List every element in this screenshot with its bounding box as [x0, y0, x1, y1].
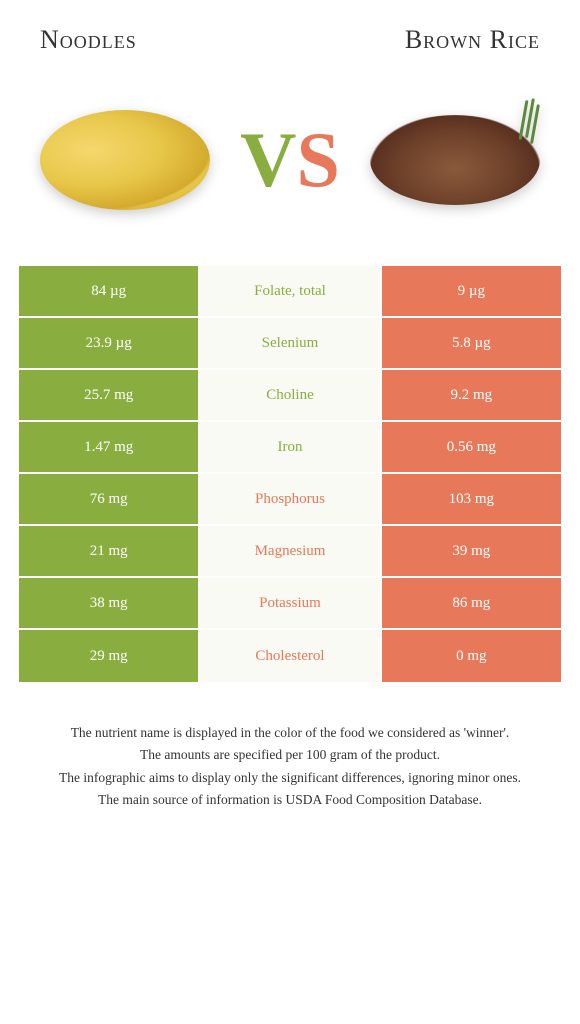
table-row: 23.9 µgSelenium5.8 µg [19, 318, 561, 370]
cell-left-value: 23.9 µg [19, 318, 200, 368]
cell-nutrient-label: Phosphorus [200, 474, 381, 524]
rice-image [360, 95, 550, 225]
hero: VS [0, 65, 580, 265]
title-right: Brown Rice [405, 25, 540, 55]
cell-nutrient-label: Magnesium [200, 526, 381, 576]
comparison-table: 84 µgFolate, total9 µg23.9 µgSelenium5.8… [18, 265, 562, 683]
table-row: 29 mgCholesterol0 mg [19, 630, 561, 682]
table-row: 1.47 mgIron0.56 mg [19, 422, 561, 474]
vs-s: S [296, 121, 339, 199]
cell-left-value: 25.7 mg [19, 370, 200, 420]
cell-nutrient-label: Choline [200, 370, 381, 420]
cell-left-value: 21 mg [19, 526, 200, 576]
table-row: 76 mgPhosphorus103 mg [19, 474, 561, 526]
cell-right-value: 9.2 mg [382, 370, 561, 420]
table-row: 25.7 mgCholine9.2 mg [19, 370, 561, 422]
vs-v: V [240, 121, 296, 199]
cell-left-value: 29 mg [19, 630, 200, 682]
cell-right-value: 5.8 µg [382, 318, 561, 368]
noodles-image [30, 95, 220, 225]
header: Noodles Brown Rice [0, 0, 580, 65]
table-row: 21 mgMagnesium39 mg [19, 526, 561, 578]
cell-right-value: 103 mg [382, 474, 561, 524]
footer-line: The amounts are specified per 100 gram o… [30, 745, 550, 765]
table-row: 38 mgPotassium86 mg [19, 578, 561, 630]
cell-right-value: 39 mg [382, 526, 561, 576]
cell-nutrient-label: Folate, total [200, 266, 381, 316]
footer-line: The infographic aims to display only the… [30, 768, 550, 788]
cell-left-value: 1.47 mg [19, 422, 200, 472]
footer-line: The main source of information is USDA F… [30, 790, 550, 810]
table-row: 84 µgFolate, total9 µg [19, 266, 561, 318]
cell-nutrient-label: Iron [200, 422, 381, 472]
cell-nutrient-label: Selenium [200, 318, 381, 368]
cell-nutrient-label: Cholesterol [200, 630, 381, 682]
footer-notes: The nutrient name is displayed in the co… [0, 683, 580, 810]
cell-nutrient-label: Potassium [200, 578, 381, 628]
cell-left-value: 38 mg [19, 578, 200, 628]
cell-right-value: 0.56 mg [382, 422, 561, 472]
cell-right-value: 0 mg [382, 630, 561, 682]
footer-line: The nutrient name is displayed in the co… [30, 723, 550, 743]
vs-label: VS [240, 121, 340, 199]
cell-right-value: 9 µg [382, 266, 561, 316]
cell-left-value: 76 mg [19, 474, 200, 524]
cell-left-value: 84 µg [19, 266, 200, 316]
title-left: Noodles [40, 25, 137, 55]
cell-right-value: 86 mg [382, 578, 561, 628]
